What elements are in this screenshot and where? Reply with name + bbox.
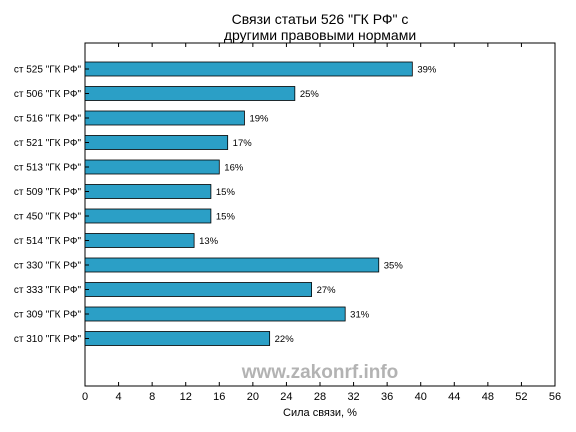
bar bbox=[84, 61, 413, 77]
value-label: 39% bbox=[417, 65, 437, 76]
category-label: ст 513 "ГК РФ" bbox=[14, 163, 82, 174]
x-tick-label: 16 bbox=[213, 391, 225, 403]
x-axis-ticks: 0 4 8 12 16 20 24 28 32 36 40 44 48 52 56 bbox=[82, 43, 561, 403]
x-tick-label: 24 bbox=[280, 391, 292, 403]
x-tick-label: 20 bbox=[247, 391, 259, 403]
x-tick-label: 0 bbox=[82, 391, 88, 403]
x-tick-label: 12 bbox=[180, 391, 192, 403]
watermark: www.zakonrf.info bbox=[241, 362, 399, 383]
bars-group: ст 525 "ГК РФ" 39% ст 506 "ГК РФ" 25% ст 516… bbox=[14, 61, 437, 346]
category-label: ст 514 "ГК РФ" bbox=[14, 236, 82, 247]
x-tick-label: 56 bbox=[549, 391, 561, 403]
value-label: 35% bbox=[384, 261, 404, 272]
x-tick-label: 4 bbox=[116, 391, 122, 403]
category-label: ст 525 "ГК РФ" bbox=[14, 65, 82, 76]
value-label: 19% bbox=[249, 114, 269, 125]
value-label: 15% bbox=[216, 212, 236, 223]
category-label: ст 509 "ГК РФ" bbox=[14, 187, 82, 198]
x-tick-label: 48 bbox=[482, 391, 494, 403]
bar bbox=[84, 184, 212, 199]
x-tick-label: 28 bbox=[314, 391, 326, 403]
bar bbox=[84, 159, 220, 175]
x-tick-label: 32 bbox=[347, 391, 359, 403]
bar bbox=[84, 110, 245, 126]
bar bbox=[84, 257, 380, 273]
value-label: 16% bbox=[224, 163, 244, 174]
x-tick-label: 36 bbox=[381, 391, 393, 403]
category-label: ст 309 "ГК РФ" bbox=[14, 310, 82, 321]
category-label: ст 506 "ГК РФ" bbox=[14, 89, 82, 100]
bar bbox=[84, 86, 296, 101]
bar bbox=[84, 135, 229, 150]
category-label: ст 330 "ГК РФ" bbox=[14, 261, 82, 272]
bar bbox=[84, 331, 271, 346]
chart-title-line-2: другими правовыми нормами bbox=[224, 27, 416, 43]
category-label: ст 516 "ГК РФ" bbox=[14, 114, 82, 125]
bar bbox=[84, 208, 212, 224]
bar bbox=[84, 233, 195, 248]
value-label: 31% bbox=[350, 310, 370, 321]
bar bbox=[84, 306, 346, 322]
x-axis-label: Сила связи, % bbox=[283, 407, 357, 419]
category-label: ст 521 "ГК РФ" bbox=[14, 138, 82, 149]
x-tick-label: 44 bbox=[448, 391, 460, 403]
category-label: ст 333 "ГК РФ" bbox=[14, 285, 82, 296]
category-label: ст 450 "ГК РФ" bbox=[14, 212, 82, 223]
value-label: 25% bbox=[300, 89, 320, 100]
x-tick-label: 8 bbox=[149, 391, 155, 403]
value-label: 27% bbox=[317, 285, 337, 296]
value-label: 13% bbox=[199, 236, 219, 247]
category-label: ст 310 "ГК РФ" bbox=[14, 334, 82, 345]
value-label: 17% bbox=[233, 138, 253, 149]
x-tick-label: 52 bbox=[515, 391, 527, 403]
x-tick-label: 40 bbox=[415, 391, 427, 403]
value-label: 22% bbox=[275, 334, 295, 345]
chart-title-line-1: Связи статьи 526 "ГК РФ" с bbox=[232, 11, 409, 27]
bar bbox=[84, 282, 313, 297]
value-label: 15% bbox=[216, 187, 236, 198]
